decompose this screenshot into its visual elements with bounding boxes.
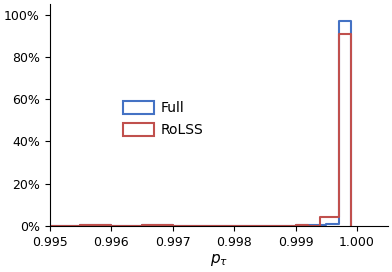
X-axis label: $p_{\tau}$: $p_{\tau}$ bbox=[210, 252, 228, 268]
Legend: Full, RoLSS: Full, RoLSS bbox=[118, 95, 209, 143]
